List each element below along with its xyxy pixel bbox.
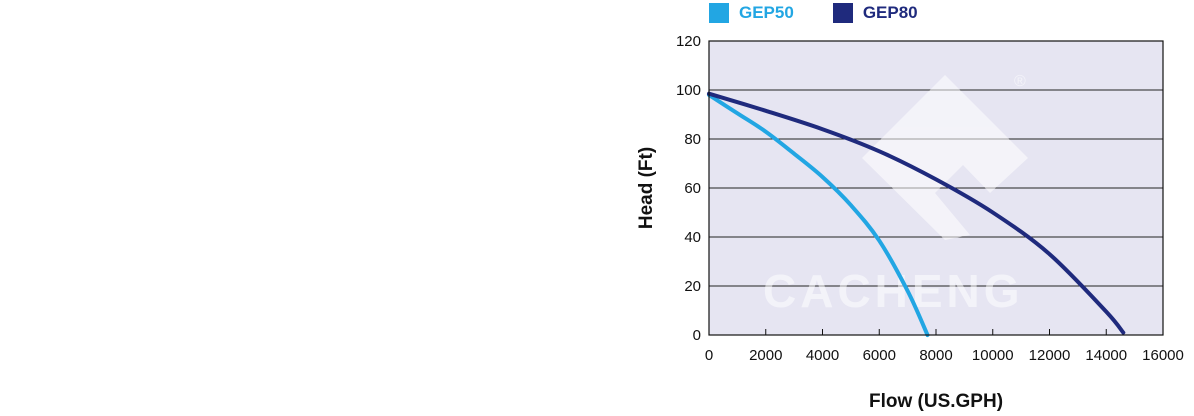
x-tick-label: 2000 [749, 347, 782, 364]
y-tick-label: 80 [684, 131, 701, 148]
series-lines [707, 91, 1126, 337]
x-tick-label: 0 [705, 347, 713, 364]
y-tick-label: 40 [684, 229, 701, 246]
watermark-registered-mark: ® [1014, 73, 1026, 90]
x-axis-title: Flow (US.GPH) [869, 391, 1003, 412]
chart-legend: GEP50 GEP80 [709, 3, 957, 23]
legend-item-gep50: GEP50 [709, 3, 794, 23]
legend-label-gep80: GEP80 [862, 3, 918, 22]
y-tick-label: 0 [693, 327, 701, 344]
x-tick-label: 8000 [919, 347, 952, 364]
series-line-gep80 [707, 91, 1126, 335]
x-tick-label: 4000 [806, 347, 839, 364]
y-tick-label: 100 [676, 82, 701, 99]
legend-swatch-gep80 [832, 3, 853, 23]
x-tick-label: 6000 [863, 347, 896, 364]
y-axis-ticks: 0 20 40 60 80 100 120 [676, 33, 701, 344]
series-line-gep50 [707, 92, 930, 337]
x-tick-label: 10000 [972, 347, 1014, 364]
watermark-text: CACHENG [763, 265, 1024, 317]
y-tick-label: 60 [684, 180, 701, 197]
y-tick-label: 120 [676, 33, 701, 50]
x-axis-ticks: 0 2000 4000 6000 8000 10000 12000 14000 16000 [705, 329, 1184, 364]
x-tick-label: 14000 [1085, 347, 1127, 364]
y-tick-label: 20 [684, 278, 701, 295]
legend-swatch-gep50 [709, 3, 729, 23]
watermark-logo-icon [862, 75, 1028, 240]
legend-label-gep50: GEP50 [739, 3, 794, 22]
legend-item-gep80: GEP80 [832, 3, 918, 23]
y-axis-title: Head (Ft) [636, 147, 657, 229]
x-tick-label: 12000 [1029, 347, 1071, 364]
watermark: ® CACHENG [763, 73, 1028, 317]
x-tick-label: 16000 [1142, 347, 1184, 364]
